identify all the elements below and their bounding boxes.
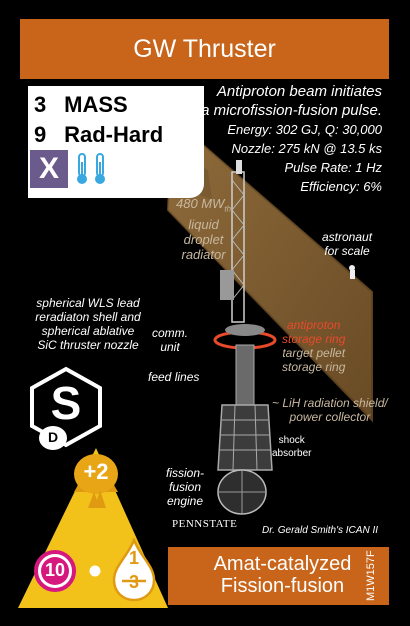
footer-line-1: Amat-catalyzed <box>213 553 352 575</box>
astronaut-label: astronaut for scale <box>322 230 373 258</box>
flame-icon <box>88 490 106 508</box>
desc-line-2: a microfission-fusion pulse. <box>201 102 382 119</box>
type-icons: X <box>30 148 190 190</box>
card-title: GW Thruster <box>133 34 276 63</box>
thrust-value: 10 <box>44 560 66 580</box>
efficiency-spec: Efficiency: 6% <box>300 179 382 194</box>
antiproton-ring-label: antiproton storage ring <box>282 318 346 346</box>
energy-spec: Energy: 302 GJ, Q: 30,000 <box>227 122 382 137</box>
thermometer-icon <box>77 153 87 184</box>
nozzle-spec: Nozzle: 275 kN @ 13.5 ks <box>231 141 382 156</box>
wls-label: spherical WLS lead reradiaton shell and … <box>35 296 141 352</box>
card-title-banner: GW Thruster <box>20 19 389 79</box>
supply-letter: S <box>50 377 82 429</box>
radhard-label: Rad-Hard <box>64 122 164 147</box>
fuel-denominator: 3 <box>128 572 139 592</box>
mass-value: 3 <box>34 92 47 117</box>
supply-sub-letter: D <box>47 429 59 445</box>
radiator-label: 480 MWth liquid droplet radiator <box>176 196 232 262</box>
card-code: M1W157F <box>365 550 377 602</box>
card-description: Antiproton beam initiates a microfission… <box>201 82 382 196</box>
footer-line-2: Fission-fusion <box>220 575 345 597</box>
shock-absorber-label: shock absorber <box>272 435 312 459</box>
footer-banner <box>168 547 389 605</box>
radhard-value: 9 <box>34 122 47 147</box>
mass-label: MASS <box>64 92 128 117</box>
supply-hexagon-icon <box>30 366 102 448</box>
feed-lines-label: feed lines <box>148 370 200 384</box>
pennstate-logo: PENNSTATE <box>172 518 238 530</box>
pellet-ring-label: target pellet storage ring <box>282 346 346 374</box>
bullet-dot-icon <box>89 565 101 577</box>
x-type-badge: X <box>30 150 68 188</box>
engine-label: fission- fusion engine <box>166 466 205 508</box>
footer-type: Amat-catalyzed Fission-fusion <box>200 553 365 597</box>
pulse-rate-spec: Pulse Rate: 1 Hz <box>284 160 382 175</box>
thrust-circle <box>34 550 76 592</box>
lih-shield-label: ~ LiH radiation shield/ power collector <box>272 396 388 424</box>
thermometer-icon <box>95 153 105 184</box>
credit-text: Dr. Gerald Smith's ICAN II <box>262 525 379 536</box>
radhard-stat: 9 Rad-Hard <box>34 122 163 148</box>
supply-sub-badge <box>39 426 67 450</box>
desc-line-1: Antiproton beam initiates <box>216 83 382 100</box>
comm-unit-label: comm. unit <box>152 326 188 354</box>
mass-stat: 3 MASS <box>34 92 128 118</box>
fuel-numerator: 1 <box>128 548 139 568</box>
fuel-drop-icon <box>112 538 156 602</box>
thrust-modifier: +2 <box>83 459 109 484</box>
